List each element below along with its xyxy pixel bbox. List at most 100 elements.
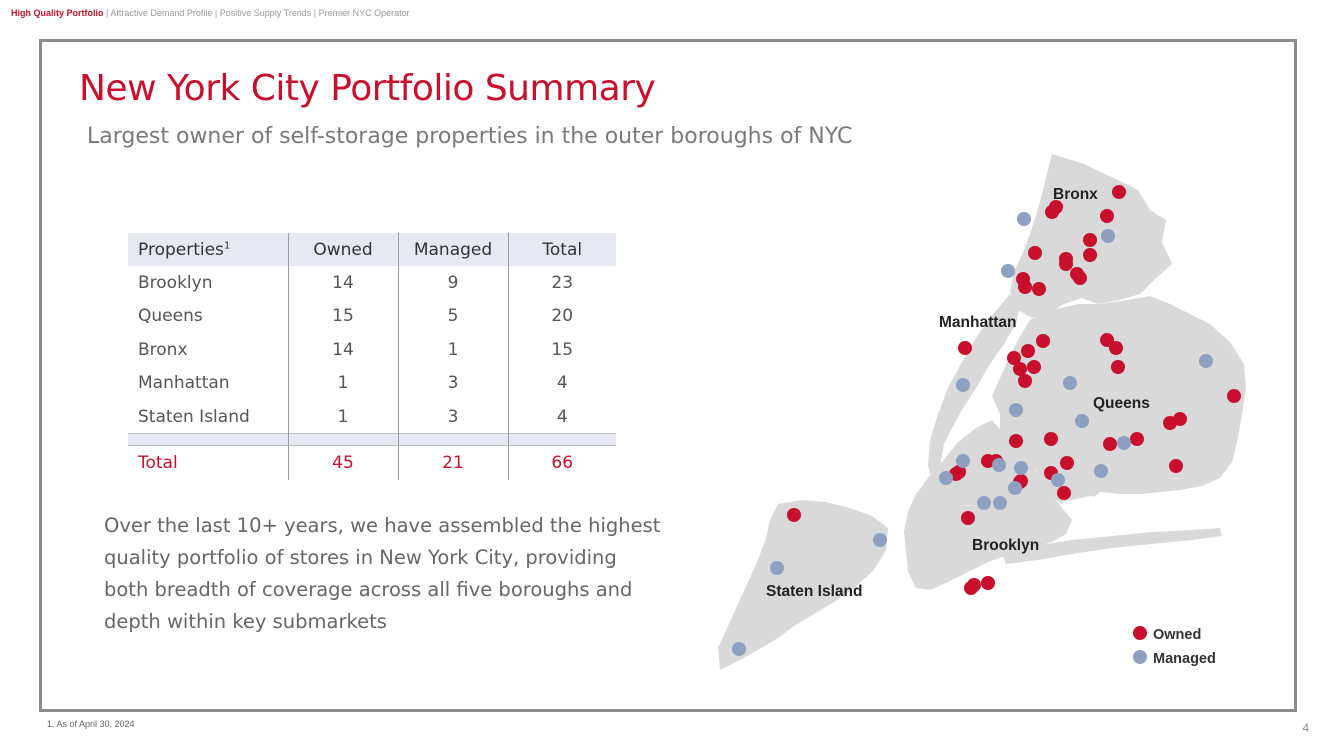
owned-location-dot xyxy=(1100,209,1114,223)
row-name: Bronx xyxy=(128,333,289,367)
legend-managed-label: Managed xyxy=(1153,651,1216,667)
managed-location-dot xyxy=(770,561,784,575)
location-dots xyxy=(732,185,1241,656)
managed-location-dot xyxy=(993,496,1007,510)
owned-location-dot xyxy=(961,511,975,525)
owned-location-dot xyxy=(958,341,972,355)
summary-paragraph: Over the last 10+ years, we have assembl… xyxy=(104,514,661,633)
legend-managed-marker xyxy=(1133,650,1147,664)
managed-location-dot xyxy=(1051,473,1065,487)
managed-location-dot xyxy=(1063,376,1077,390)
owned-location-dot xyxy=(952,465,966,479)
owned-location-dot xyxy=(787,508,801,522)
slide-title: New York City Portfolio Summary xyxy=(79,68,656,109)
footnote-marker: 1 xyxy=(223,239,231,251)
owned-location-dot xyxy=(1032,282,1046,296)
staten-island-shape xyxy=(718,500,888,670)
owned-location-dot xyxy=(1049,200,1063,214)
row-owned: 14 xyxy=(288,266,399,300)
owned-location-dot xyxy=(1083,233,1097,247)
owned-location-dot xyxy=(1100,333,1114,347)
label-staten-island: Staten Island xyxy=(766,583,862,600)
owned-location-dot xyxy=(1044,466,1058,480)
rockaway-shape xyxy=(1002,528,1222,564)
owned-location-dot xyxy=(1045,205,1059,219)
owned-location-dot xyxy=(949,467,963,481)
bronx-shape xyxy=(1010,154,1172,318)
owned-location-dot xyxy=(1027,360,1041,374)
owned-location-dot xyxy=(981,454,995,468)
row-total: 4 xyxy=(556,373,568,394)
table-row: Staten Island 1 3 4 xyxy=(128,400,616,434)
managed-location-dot xyxy=(956,378,970,392)
managed-location-dot xyxy=(1017,212,1031,226)
owned-location-dot xyxy=(1163,416,1177,430)
owned-location-dot xyxy=(981,576,995,590)
brooklyn-shape xyxy=(904,420,1072,590)
owned-location-dot xyxy=(1173,412,1187,426)
table-row: Queens 15 5 20 xyxy=(128,299,616,333)
footnote: 1. As of April 30, 2024 xyxy=(47,719,135,729)
owned-location-dot xyxy=(1028,246,1042,260)
row-managed: 3 xyxy=(398,366,509,400)
owned-location-dot xyxy=(1227,389,1241,403)
jamaica-bay-islands xyxy=(1062,496,1112,516)
row-name: Manhattan xyxy=(128,366,289,400)
owned-location-dot xyxy=(1018,374,1032,388)
row-managed: 9 xyxy=(398,266,509,300)
managed-location-dot xyxy=(992,458,1006,472)
total-label: Total xyxy=(128,445,289,480)
total-owned: 45 xyxy=(288,445,399,480)
owned-location-dot xyxy=(1036,334,1050,348)
managed-location-dot xyxy=(1008,481,1022,495)
owned-location-dot xyxy=(1021,344,1035,358)
owned-location-dot xyxy=(1169,459,1183,473)
row-owned: 15 xyxy=(288,299,399,333)
owned-location-dot xyxy=(1013,362,1027,376)
header-owned: Owned xyxy=(288,233,399,266)
breadcrumb-active: High Quality Portfolio xyxy=(11,8,104,18)
owned-location-dot xyxy=(1009,434,1023,448)
owned-location-dot xyxy=(1013,475,1027,489)
row-owned: 1 xyxy=(288,366,399,400)
breadcrumb-rest: | Attractive Demand Profile | Positive S… xyxy=(103,8,410,18)
managed-location-dot xyxy=(1094,464,1108,478)
row-owned: 14 xyxy=(288,333,399,367)
legend-owned-label: Owned xyxy=(1153,627,1201,643)
legend-owned-marker xyxy=(1133,626,1147,640)
managed-location-dot xyxy=(1009,403,1023,417)
slide-frame: New York City Portfolio Summary Largest … xyxy=(39,39,1297,712)
managed-location-dot xyxy=(873,533,887,547)
total-total: 66 xyxy=(551,452,574,473)
owned-location-dot xyxy=(1059,257,1073,271)
row-name: Brooklyn xyxy=(128,266,289,300)
owned-location-dot xyxy=(1057,486,1071,500)
row-managed: 1 xyxy=(398,333,509,367)
owned-location-dot xyxy=(1018,280,1032,294)
total-managed: 21 xyxy=(398,445,509,480)
header-managed: Managed xyxy=(398,233,509,266)
owned-location-dot xyxy=(967,578,981,592)
label-brooklyn: Brooklyn xyxy=(972,537,1039,554)
managed-location-dot xyxy=(1001,264,1015,278)
row-managed: 3 xyxy=(398,400,509,434)
header-properties: Properties1 xyxy=(128,233,289,266)
slide-subtitle: Largest owner of self-storage properties… xyxy=(87,124,853,149)
owned-location-dot xyxy=(989,454,1003,468)
manhattan-shape xyxy=(928,294,1020,488)
table-row: Manhattan 1 3 4 xyxy=(128,366,616,400)
owned-location-dot xyxy=(964,581,978,595)
managed-location-dot xyxy=(1014,461,1028,475)
owned-location-dot xyxy=(1073,271,1087,285)
row-name: Staten Island xyxy=(128,400,289,434)
row-managed: 5 xyxy=(398,299,509,333)
label-bronx: Bronx xyxy=(1053,186,1098,203)
owned-location-dot xyxy=(1016,272,1030,286)
managed-location-dot xyxy=(1199,354,1213,368)
table-total-row: Total 45 21 66 xyxy=(128,445,616,480)
owned-location-dot xyxy=(1070,267,1084,281)
borough-shapes xyxy=(718,154,1246,670)
header-total: Total xyxy=(508,233,616,266)
portfolio-table: Properties1 Owned Managed Total Brooklyn… xyxy=(128,233,616,480)
table-separator xyxy=(128,433,616,446)
